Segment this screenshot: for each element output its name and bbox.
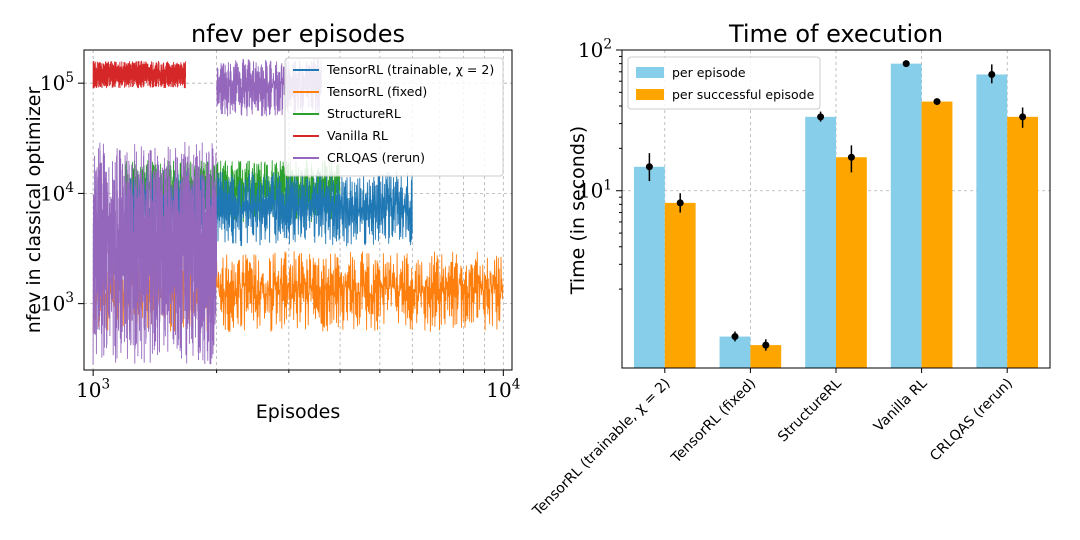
bar-0-0 [633,166,665,368]
left-y-axis-label: nfev in classical optimizer [23,87,45,334]
category-label-0: TensorRL (trainable, χ = 2) [529,376,673,520]
left-x-tick-label: 104 [486,377,520,402]
right-legend: per episode per successful episode [627,56,821,110]
left-legend: TensorRL (trainable, χ = 2) TensorRL (fix… [284,57,504,177]
bar-0-3 [890,63,922,369]
right-chart-title: Time of execution [728,20,943,48]
left-y-tick-label: 103 [40,290,74,315]
legend-label-2: StructureRL [327,106,401,121]
errorbar-point-0-2 [817,113,825,121]
right-legend-label-0: per episode [672,65,746,80]
errorbar-point-0-1 [731,333,739,341]
right-y-tick-label: 102 [578,37,612,62]
category-label-3: Vanilla RL [871,375,931,435]
errorbar-point-0-3 [902,60,910,68]
left-plot-frame [83,49,513,371]
errorbar-point-0-0 [645,163,653,171]
left-y-tick-label: 105 [40,70,74,95]
right-y-axis-label: Time (in seconds) [567,126,589,295]
right-chart: 101 102 TensorRL (trainable, χ = 2)TensorR… [529,20,1051,520]
right-legend-swatch-1 [636,89,664,100]
bar-1-1 [750,345,782,368]
bar-0-2 [805,116,836,369]
right-y-tick-label: 101 [578,177,612,202]
legend-label-0: TensorRL (trainable, χ = 2) [326,62,494,77]
series-line-3 [92,60,187,89]
errorbar-point-1-3 [933,98,941,106]
left-chart-title: nfev per episodes [191,20,405,48]
series-line-4 [92,141,218,365]
legend-label-4: CRLQAS (rerun) [327,150,425,165]
left-x-tick-label: 103 [76,377,110,402]
bar-1-4 [1007,116,1039,369]
left-chart: 103 104 103 104 105 nfev per episodes Episod… [23,20,520,423]
right-legend-swatch-0 [636,67,664,78]
right-legend-label-1: per successful episode [672,87,815,102]
left-x-axis-label: Episodes [256,401,341,423]
right-legend-box [627,56,821,110]
category-label-2: StructureRL [775,375,845,445]
legend-label-3: Vanilla RL [327,128,388,143]
errorbar-point-0-4 [988,70,996,78]
bar-1-0 [664,202,696,368]
errorbar-point-1-0 [676,199,684,207]
errorbar-point-1-4 [1019,113,1027,121]
bar-1-2 [836,157,867,368]
bar-0-4 [976,74,1008,368]
errorbar-point-1-1 [762,341,770,349]
left-legend-box [284,57,504,177]
bar-1-3 [921,101,953,368]
category-label-1: TensorRL (fixed) [668,376,759,467]
bar-0-1 [719,336,751,368]
legend-label-1: TensorRL (fixed) [326,84,427,99]
errorbar-point-1-2 [847,153,855,161]
right-bars-group [633,60,1039,369]
left-y-tick-label: 104 [40,180,74,205]
category-label-4: CRLQAS (rerun) [927,376,1016,465]
